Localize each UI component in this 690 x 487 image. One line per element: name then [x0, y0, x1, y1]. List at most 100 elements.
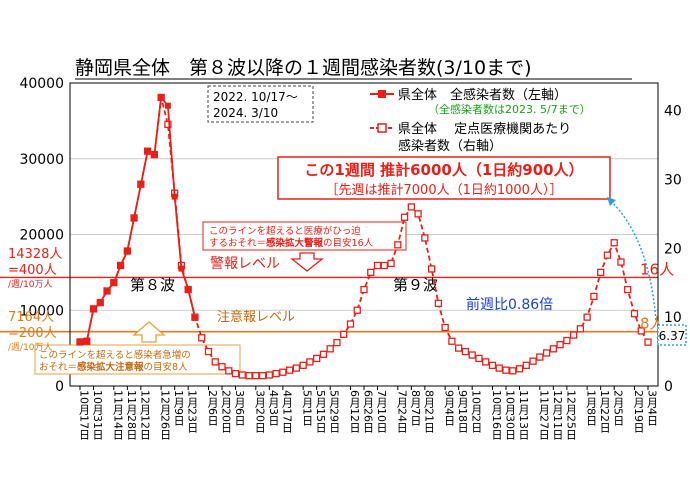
sentinel-point-83: [637, 327, 645, 335]
total-point-1: [83, 338, 90, 345]
legend-label-sentinel: 県全体 定点医療機関あたり: [398, 121, 571, 137]
ref-left-label-0-1: =400人: [8, 263, 57, 278]
alert-level-label: 警報レベル: [210, 256, 280, 272]
sentinel-point-24: [238, 371, 246, 379]
sentinel-point-62: [495, 364, 503, 372]
ref-left-label-0-2: /週/10万人: [8, 279, 53, 290]
sentinel-point-42: [360, 285, 368, 294]
sentinel-point-44: [373, 261, 382, 270]
sentinel-point-59: [475, 354, 483, 363]
sentinel-point-48: [400, 213, 409, 221]
sentinel-point-71: [556, 341, 564, 349]
left-tick-label-4: 40000: [19, 76, 64, 92]
total-point-16: [185, 286, 192, 293]
total-point-17: [191, 314, 198, 321]
sentinel-point-38: [333, 338, 341, 347]
latest-callout-arrowhead: [607, 197, 616, 206]
left-tick-label-1: 10000: [19, 303, 64, 319]
sentinel-point-28: [265, 371, 273, 379]
x-tick-label-8: 2月6日: [206, 390, 219, 426]
x-tick-label-5: 12月26日: [159, 390, 172, 440]
sentinel-point-23: [231, 369, 240, 378]
sentinel-point-82: [630, 310, 639, 318]
sentinel-point-33: [299, 361, 307, 369]
legend-label-sentinel-2: 感染者数（右軸）: [398, 138, 502, 154]
sentinel-point-61: [488, 361, 497, 369]
sentinel-point-66: [522, 361, 530, 369]
sentinel-point-63: [502, 366, 510, 374]
reference-lines: [0, 276, 658, 333]
legend-label-total: 県全体 全感染者数（左軸）: [398, 87, 567, 103]
week-ratio-label: 前週比0.86倍: [466, 296, 553, 313]
right-tick-label-3: 30: [664, 172, 682, 188]
left-axis: 0 10000 20000 30000 40000: [19, 76, 64, 395]
right-tick-label-1: 10: [664, 310, 682, 326]
x-tick-label-9: 2月20日: [220, 390, 233, 433]
ref-right-label-0: 16人: [640, 260, 674, 278]
right-axis: 0 10 20 30 40: [664, 104, 682, 395]
x-tick-label-21: 8月7日: [409, 390, 422, 426]
x-tick-label-12: 4月3日: [267, 390, 280, 426]
sentinel-point-73: [569, 331, 578, 339]
x-tick-label-10: 3月6日: [233, 390, 246, 426]
summary-box: [277, 156, 611, 200]
sentinel-point-57: [461, 347, 470, 356]
total-point-9: [137, 181, 144, 188]
sentinel-point-22: [225, 367, 233, 375]
advisory-arrow: [132, 321, 166, 343]
total-point-14: [171, 193, 178, 200]
ref-left-label-1-2: /週/10万人: [8, 342, 53, 353]
sentinel-point-27: [258, 372, 267, 380]
sentinel-point-49: [407, 203, 415, 211]
sentinel-point-77: [597, 268, 605, 277]
right-tick-label-0: 0: [664, 379, 673, 395]
total-point-13: [164, 102, 171, 109]
x-tick-label-4: 12月12日: [138, 390, 151, 440]
x-tick-label-20: 7月24日: [395, 390, 408, 433]
x-tick-label-1: 10月31日: [91, 390, 104, 440]
sentinel-point-34: [306, 358, 314, 366]
sentinel-point-72: [563, 336, 571, 345]
advisory-note-line1: このラインを超えると感染者急増の: [39, 349, 191, 361]
sentinel-point-39: [340, 330, 348, 339]
sentinel-point-29: [272, 369, 280, 378]
x-tick-label-28: 11月13日: [517, 390, 530, 440]
sentinel-point-75: [583, 313, 591, 321]
x-tick-label-24: 9月18日: [456, 390, 469, 433]
total-point-6: [117, 262, 124, 269]
advisory-note-line2: おそれ＝感染拡大注意報の目安8人: [39, 361, 188, 373]
sentinel-point-81: [624, 285, 632, 294]
sentinel-point-79: [610, 239, 618, 247]
sentinel-point-54: [441, 323, 449, 332]
legend: 県全体 全感染者数（左軸） （全感染者数は2023. 5/7まで） 県全体 定点…: [370, 87, 591, 154]
total-point-4: [104, 287, 111, 294]
sentinel-point-64: [509, 367, 517, 375]
x-tick-label-16: 5月29日: [328, 390, 341, 433]
sentinel-point-78: [603, 251, 612, 259]
total-point-8: [131, 214, 138, 221]
x-tick-label-15: 5月15日: [314, 390, 327, 433]
x-tick-label-17: 6月12日: [348, 390, 361, 433]
sentinel-point-68: [536, 353, 544, 361]
sentinel-point-35: [313, 354, 321, 363]
sentinel-point-51: [421, 234, 429, 242]
x-tick-label-36: 3月4日: [646, 390, 659, 426]
sentinel-point-36: [319, 350, 328, 358]
legend-note-total: （全感染者数は2023. 5/7まで）: [428, 102, 591, 116]
latest-callout-line: [610, 200, 657, 323]
x-tick-label-14: 5月1日: [301, 390, 314, 426]
x-tick-label-23: 9月4日: [443, 390, 456, 426]
x-tick-label-33: 1月22日: [598, 390, 611, 433]
total-point-10: [144, 148, 151, 155]
sentinel-point-43: [367, 268, 375, 277]
x-tick-label-19: 7月10日: [375, 390, 388, 433]
sentinel-point-13: [164, 120, 172, 128]
sentinel-point-70: [549, 345, 557, 353]
left-tick-label-0: 0: [55, 379, 64, 395]
x-tick-label-3: 11月28日: [125, 390, 138, 440]
x-tick-label-25: 10月2日: [470, 390, 483, 433]
left-tick-label-3: 30000: [19, 152, 64, 168]
total-point-11: [151, 151, 158, 158]
sentinel-point-84: [644, 338, 652, 346]
sentinel-point-40: [346, 320, 355, 328]
